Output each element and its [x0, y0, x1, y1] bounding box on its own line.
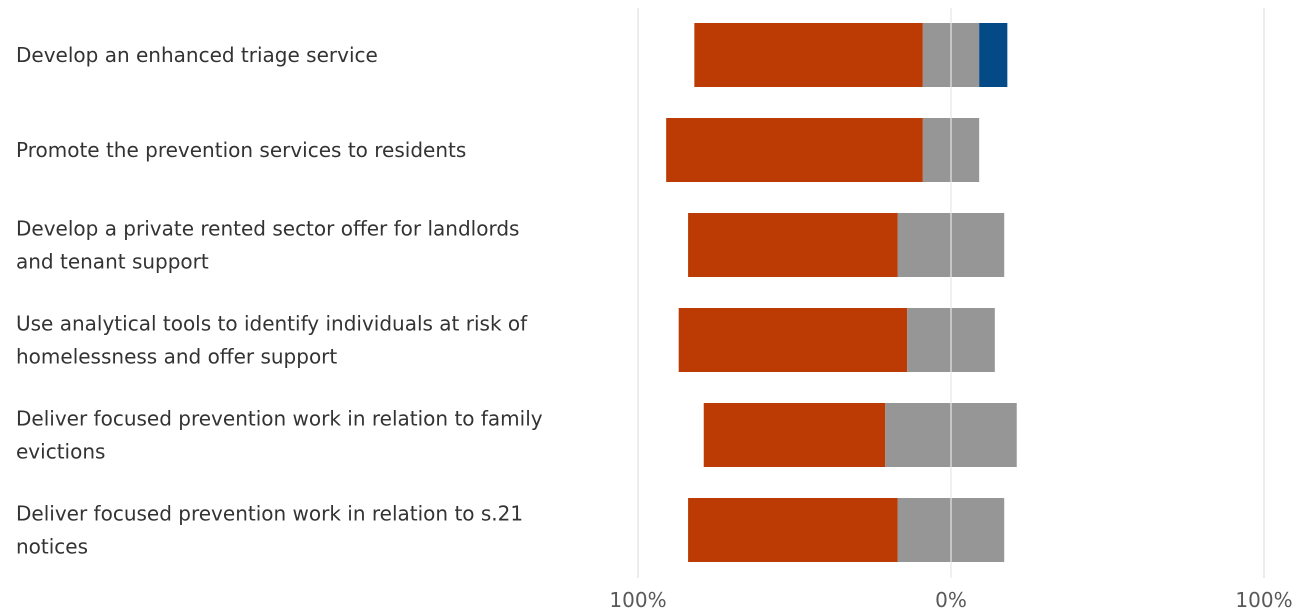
category-label: notices — [16, 535, 88, 559]
bar-segment-gray-positive — [951, 118, 980, 182]
bar-segment-gray-positive — [951, 213, 1005, 277]
category-label: Deliver focused prevention work in relat… — [16, 502, 523, 526]
bar-segment-orange — [666, 118, 923, 182]
bar-segment-gray-negative — [922, 118, 951, 182]
bar-segment-gray-negative — [922, 23, 951, 87]
category-label: evictions — [16, 440, 105, 464]
x-tick-label: 100% — [1235, 588, 1292, 612]
bar-segment-gray-negative — [897, 213, 951, 277]
bar-segment-orange — [688, 213, 898, 277]
category-label: Use analytical tools to identify individ… — [16, 312, 528, 336]
bar-segment-orange — [694, 23, 923, 87]
bar-segment-gray-positive — [951, 23, 980, 87]
bar-layer — [666, 23, 1017, 562]
category-label-layer: Develop an enhanced triage service Promot… — [16, 43, 543, 559]
bar-segment-blue — [979, 23, 1008, 87]
bar-segment-gray-positive — [951, 308, 995, 372]
bar-segment-orange — [688, 498, 898, 562]
category-label: homelessness and offer support — [16, 345, 337, 369]
bar-segment-orange — [678, 308, 908, 372]
bar-segment-gray-negative — [885, 403, 951, 467]
category-label: Develop a private rented sector offer fo… — [16, 217, 519, 241]
category-label: Promote the prevention services to resid… — [16, 138, 466, 162]
category-label: Deliver focused prevention work in relat… — [16, 407, 543, 431]
category-label: Develop an enhanced triage service — [16, 43, 378, 67]
grid-layer — [637, 8, 1265, 578]
bar-segment-gray-negative — [897, 498, 951, 562]
bar-segment-gray-negative — [907, 308, 951, 372]
category-label: and tenant support — [16, 250, 209, 274]
bar-segment-orange — [703, 403, 886, 467]
x-tick-label: 0% — [935, 588, 967, 612]
bar-segment-gray-positive — [951, 498, 1005, 562]
bar-segment-gray-positive — [951, 403, 1017, 467]
x-tick-label: 100% — [609, 588, 666, 612]
tick-label-layer: 100% 0% 100% — [609, 588, 1292, 612]
